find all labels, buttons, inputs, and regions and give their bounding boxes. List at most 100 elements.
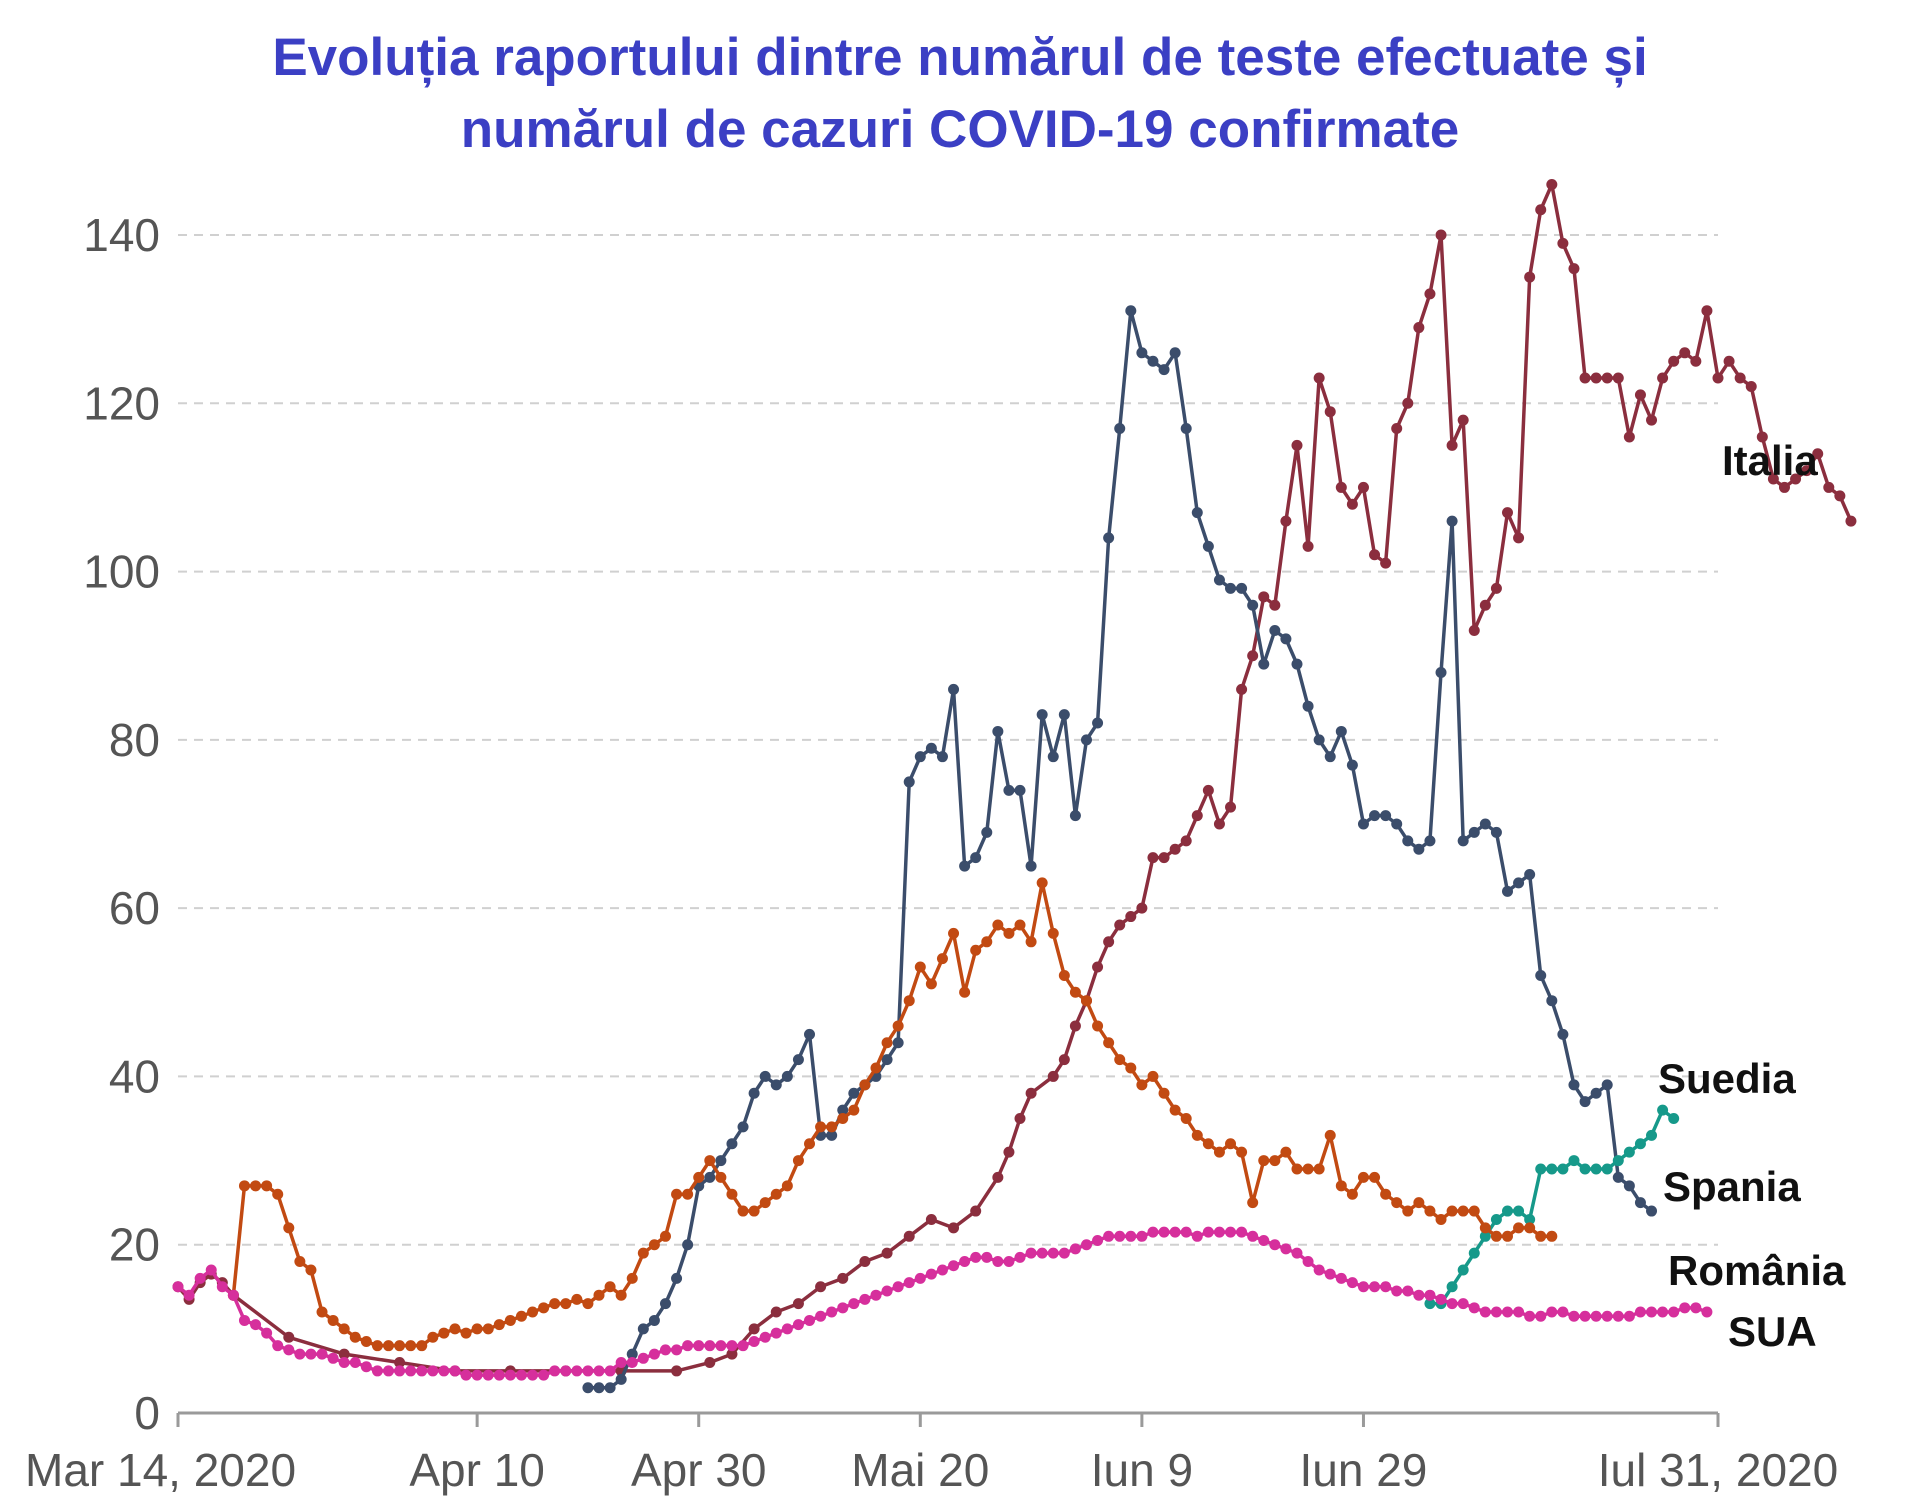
series-2-point-7 — [1501, 1205, 1513, 1217]
series-1-point-6 — [648, 1314, 660, 1326]
series-3-point-4 — [272, 1188, 284, 1200]
series-1-point-20 — [804, 1028, 816, 1040]
series-4-point-38 — [593, 1365, 605, 1377]
series-4-point-121 — [1513, 1306, 1525, 1318]
series-0-point-85 — [1646, 414, 1658, 426]
series-1-point-93 — [1612, 1171, 1624, 1183]
series-4-point-138 — [1701, 1306, 1713, 1318]
series-4-point-17 — [360, 1361, 372, 1373]
series-3-point-78 — [1092, 1020, 1104, 1032]
series-4-point-68 — [925, 1268, 937, 1280]
series-4 — [172, 1226, 1713, 1381]
series-4-point-22 — [416, 1365, 428, 1377]
series-2-point-22 — [1668, 1113, 1680, 1124]
series-3-point-19 — [438, 1327, 450, 1339]
series-4-point-82 — [1080, 1239, 1092, 1251]
series-4-point-101 — [1291, 1247, 1303, 1259]
series-4-point-12 — [305, 1348, 317, 1360]
series-3-point-2 — [250, 1180, 262, 1192]
series-0-point-51 — [1269, 599, 1281, 611]
series-3-point-117 — [1524, 1222, 1536, 1234]
series-1-point-3 — [615, 1373, 627, 1385]
series-1-point-44 — [1069, 810, 1081, 822]
series-2-point-19 — [1634, 1138, 1646, 1150]
series-3-point-57 — [859, 1079, 871, 1091]
series-4-point-2 — [194, 1272, 206, 1284]
series-1-point-65 — [1302, 700, 1314, 712]
series-0-point-64 — [1413, 322, 1425, 334]
series-0-point-100 — [1812, 448, 1824, 460]
series-1-point-86 — [1535, 969, 1547, 981]
series-3-point-35 — [615, 1289, 627, 1301]
series-3-point-29 — [549, 1298, 561, 1310]
series-4-point-58 — [815, 1310, 827, 1322]
series-3-point-88 — [1202, 1138, 1214, 1150]
series-3-point-15 — [394, 1340, 406, 1352]
series-3 — [227, 877, 1558, 1352]
series-0-point-28 — [1003, 1146, 1015, 1158]
y-tick-label-80: 80 — [109, 714, 160, 766]
series-4-point-93 — [1202, 1226, 1214, 1238]
series-3-point-20 — [449, 1323, 461, 1335]
series-4-point-119 — [1490, 1306, 1502, 1318]
series-0-point-96 — [1767, 473, 1779, 485]
series-1-point-14 — [737, 1121, 749, 1133]
series-4-point-94 — [1213, 1226, 1225, 1238]
series-4-point-120 — [1501, 1306, 1513, 1318]
series-1-point-64 — [1291, 658, 1303, 670]
series-1-point-66 — [1313, 734, 1325, 746]
series-4-point-23 — [427, 1365, 439, 1377]
series-3-point-59 — [881, 1037, 893, 1049]
series-1-point-42 — [1047, 751, 1059, 763]
series-1-point-85 — [1524, 868, 1536, 880]
series-3-point-45 — [726, 1188, 738, 1200]
series-4-point-118 — [1479, 1306, 1491, 1318]
series-4-point-89 — [1158, 1226, 1170, 1238]
series-1-point-80 — [1468, 826, 1480, 838]
series-1-point-87 — [1546, 995, 1558, 1007]
series-0-point-32 — [1058, 1054, 1070, 1066]
series-0-point-39 — [1136, 902, 1148, 914]
series-3-point-77 — [1080, 995, 1092, 1007]
series-0-point-71 — [1490, 582, 1502, 594]
series-3-point-69 — [992, 919, 1004, 931]
series-3-point-40 — [671, 1188, 683, 1200]
series-3-point-54 — [826, 1121, 838, 1133]
series-2-point-16 — [1601, 1163, 1613, 1175]
series-1-point-36 — [981, 826, 993, 838]
series-1-point-82 — [1490, 826, 1502, 838]
series-layer — [172, 179, 1857, 1394]
series-4-point-27 — [471, 1369, 483, 1381]
series-0-point-27 — [992, 1171, 1004, 1183]
series-3-point-64 — [936, 953, 948, 965]
series-0-point-74 — [1524, 271, 1536, 283]
series-4-point-137 — [1690, 1302, 1702, 1314]
series-0-point-40 — [1147, 852, 1159, 864]
series-1-point-32 — [936, 751, 948, 763]
series-4-point-114 — [1435, 1293, 1447, 1305]
series-0-point-84 — [1634, 389, 1646, 401]
series-3-point-83 — [1147, 1070, 1159, 1082]
series-1-point-38 — [1003, 784, 1015, 796]
series-4-point-84 — [1103, 1230, 1115, 1242]
series-1-point-8 — [671, 1272, 683, 1284]
y-tick-label-0: 0 — [134, 1387, 160, 1439]
series-2-point-12 — [1557, 1163, 1569, 1175]
series-1-point-22 — [826, 1129, 838, 1141]
series-4-point-66 — [903, 1277, 915, 1289]
series-0-point-19 — [815, 1281, 827, 1293]
series-4-point-56 — [792, 1319, 804, 1331]
series-1-point-79 — [1457, 835, 1469, 847]
series-1-point-90 — [1579, 1096, 1591, 1108]
series-1-point-95 — [1634, 1197, 1646, 1209]
series-1-point-1 — [593, 1382, 605, 1394]
series-1-point-24 — [848, 1087, 860, 1099]
series-3-point-25 — [504, 1314, 516, 1326]
series-4-point-7 — [250, 1319, 262, 1331]
series-4-point-34 — [549, 1365, 561, 1377]
series-0-point-54 — [1302, 540, 1314, 552]
series-1-point-29 — [903, 776, 915, 788]
series-4-label: SUA — [1728, 1308, 1817, 1355]
series-3-point-9 — [327, 1314, 339, 1326]
series-0-point-6 — [283, 1331, 295, 1343]
